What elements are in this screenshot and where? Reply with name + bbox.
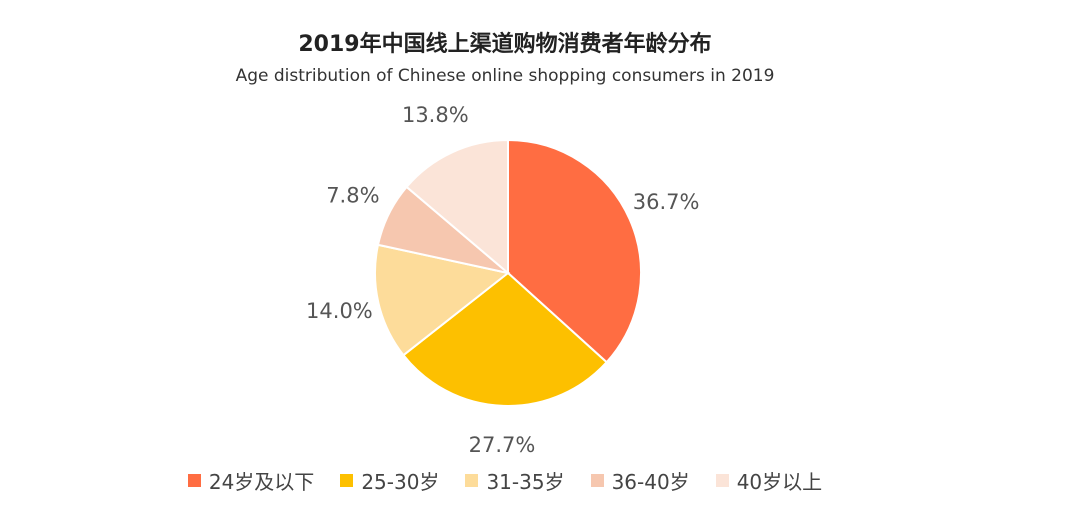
chart-subtitle: Age distribution of Chinese online shopp…: [235, 66, 775, 86]
pie-slice-1: [507, 138, 642, 364]
data-label-1: 36.7%: [633, 190, 700, 214]
pie-slice-5: [405, 138, 509, 276]
pie-chart: 36.7% 27.7% 14.0% 7.8% 13.8%: [306, 103, 700, 457]
data-label-2: 27.7%: [469, 433, 536, 457]
pie-slice-2: [402, 271, 609, 407]
legend-item-2: 25-30岁: [340, 466, 439, 495]
legend-item-3: 31-35岁: [465, 466, 565, 495]
legend-swatch: [590, 474, 604, 487]
legend-label: 40岁以上: [736, 470, 823, 494]
legend-label: 36-40岁: [611, 470, 690, 494]
pie-slice-3: [374, 243, 511, 357]
legend-label: 24岁及以下: [208, 470, 315, 494]
legend-swatch: [187, 474, 201, 487]
chart-legend: 24岁及以下 25-30岁 31-35岁 36-40岁 40岁以上: [0, 466, 1010, 495]
data-label-3: 14.0%: [306, 299, 373, 323]
legend-swatch: [465, 474, 479, 487]
legend-item-1: 24岁及以下: [187, 466, 315, 495]
data-label-4: 7.8%: [326, 183, 379, 207]
legend-swatch: [340, 474, 354, 487]
data-label-5: 13.8%: [402, 103, 469, 127]
legend-label: 31-35岁: [486, 470, 565, 494]
legend-label: 25-30岁: [361, 470, 440, 494]
legend-item-5: 40岁以上: [715, 466, 823, 495]
chart-title: 2019年中国线上渠道购物消费者年龄分布: [298, 32, 712, 57]
legend-item-4: 36-40岁: [590, 466, 690, 495]
legend-swatch: [715, 474, 729, 487]
